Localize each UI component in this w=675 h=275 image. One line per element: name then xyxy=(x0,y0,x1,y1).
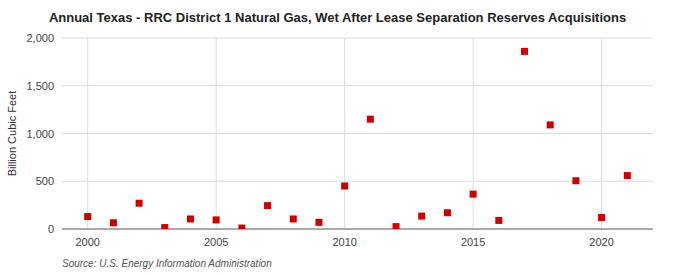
grid-line xyxy=(87,38,88,229)
point xyxy=(213,216,220,223)
grid-line xyxy=(344,38,345,229)
point xyxy=(444,209,451,216)
point xyxy=(238,225,245,229)
tick-label: 1,500 xyxy=(26,80,54,92)
point xyxy=(315,219,322,226)
point xyxy=(367,116,374,123)
tick-label: 2015 xyxy=(461,236,485,248)
point xyxy=(572,177,579,184)
tick-label: 0 xyxy=(48,223,54,235)
point xyxy=(161,224,168,229)
point xyxy=(290,215,297,222)
x-axis xyxy=(62,229,653,230)
points xyxy=(84,48,631,229)
grid-line xyxy=(62,85,653,86)
point xyxy=(624,172,631,179)
grid-line xyxy=(62,181,653,182)
tick-label: 2020 xyxy=(589,236,613,248)
point xyxy=(264,202,271,209)
grid-line xyxy=(62,229,653,230)
point xyxy=(418,213,425,220)
tick-label: 500 xyxy=(36,175,54,187)
grid-line xyxy=(62,133,653,134)
point xyxy=(547,121,554,128)
point xyxy=(598,214,605,221)
point xyxy=(393,223,400,229)
axis-label: Billion Cubic Feet xyxy=(6,91,18,177)
point xyxy=(470,191,477,198)
tick-label: 2000 xyxy=(75,236,99,248)
grid-line xyxy=(62,38,653,39)
point xyxy=(521,48,528,55)
tick-label: 1,000 xyxy=(26,128,54,140)
point xyxy=(136,200,143,207)
chart: Annual Texas - RRC District 1 Natural Ga… xyxy=(0,0,675,275)
grid-line xyxy=(216,38,217,229)
point xyxy=(84,213,91,220)
point xyxy=(110,219,117,226)
point xyxy=(187,215,194,222)
point xyxy=(341,183,348,190)
source: Source: U.S. Energy Information Administ… xyxy=(62,258,272,269)
grid-line xyxy=(473,38,474,229)
grid-line xyxy=(601,38,602,229)
tick-label: 2005 xyxy=(204,236,228,248)
tick-label: 2,000 xyxy=(26,32,54,44)
title: Annual Texas - RRC District 1 Natural Ga… xyxy=(49,10,626,25)
grid xyxy=(62,38,653,229)
tick-label: 2010 xyxy=(332,236,356,248)
point xyxy=(495,217,502,224)
